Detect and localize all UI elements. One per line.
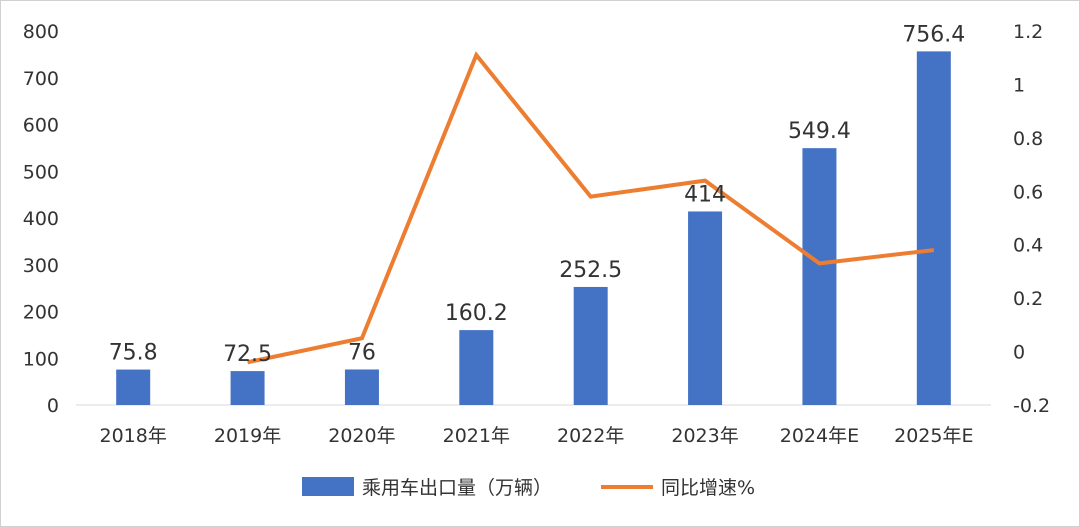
y-left-tick-label: 700 xyxy=(23,68,59,90)
bar xyxy=(688,211,723,405)
bar-data-label: 160.2 xyxy=(445,301,508,326)
y-left-tick-label: 500 xyxy=(23,161,59,183)
bar xyxy=(916,51,951,406)
bar-data-label: 756.4 xyxy=(902,22,965,47)
bar-data-label: 72.5 xyxy=(223,342,272,367)
bar-data-label: 75.8 xyxy=(109,341,158,366)
bar-data-label: 76 xyxy=(348,340,376,365)
bar xyxy=(344,369,379,405)
x-tick-label: 2019年 xyxy=(214,425,281,447)
y-left-tick-label: 400 xyxy=(23,208,59,230)
y-right-tick-label: 1 xyxy=(1013,74,1025,96)
legend-bar-swatch xyxy=(302,477,354,496)
y-right-tick-label: 0 xyxy=(1013,342,1025,364)
bar-data-label: 252.5 xyxy=(559,258,622,283)
bar xyxy=(116,369,151,405)
y-left-tick-label: 800 xyxy=(23,21,59,43)
y-right-tick-label: 0.6 xyxy=(1013,181,1043,203)
x-tick-label: 2023年 xyxy=(671,425,738,447)
x-tick-label: 2025年E xyxy=(894,425,973,447)
bar xyxy=(573,286,608,405)
x-tick-label: 2020年 xyxy=(328,425,395,447)
bar-data-label: 549.4 xyxy=(788,119,851,144)
x-tick-label: 2024年E xyxy=(780,425,859,447)
legend-bar-label: 乘用车出口量（万辆） xyxy=(362,477,552,499)
bar xyxy=(459,330,494,405)
y-left-tick-label: 600 xyxy=(23,115,59,137)
x-tick-label: 2018年 xyxy=(100,425,167,447)
y-right-tick-label: 0.8 xyxy=(1013,128,1043,150)
y-left-tick-label: 100 xyxy=(23,348,59,370)
bar xyxy=(802,148,837,405)
y-left-tick-label: 300 xyxy=(23,255,59,277)
y-right-tick-label: 1.2 xyxy=(1013,21,1043,43)
y-left-tick-label: 0 xyxy=(47,395,59,417)
bar xyxy=(230,371,265,405)
y-right-tick-label: -0.2 xyxy=(1013,395,1050,417)
y-right-tick-label: 0.2 xyxy=(1013,288,1043,310)
x-tick-label: 2021年 xyxy=(443,425,510,447)
legend-line-label: 同比增速% xyxy=(661,477,755,499)
x-tick-label: 2022年 xyxy=(557,425,624,447)
growth-rate-line xyxy=(247,51,935,365)
y-left-tick-label: 200 xyxy=(23,302,59,324)
y-right-tick-label: 0.4 xyxy=(1013,235,1043,257)
bar-data-label: 414 xyxy=(684,182,726,207)
